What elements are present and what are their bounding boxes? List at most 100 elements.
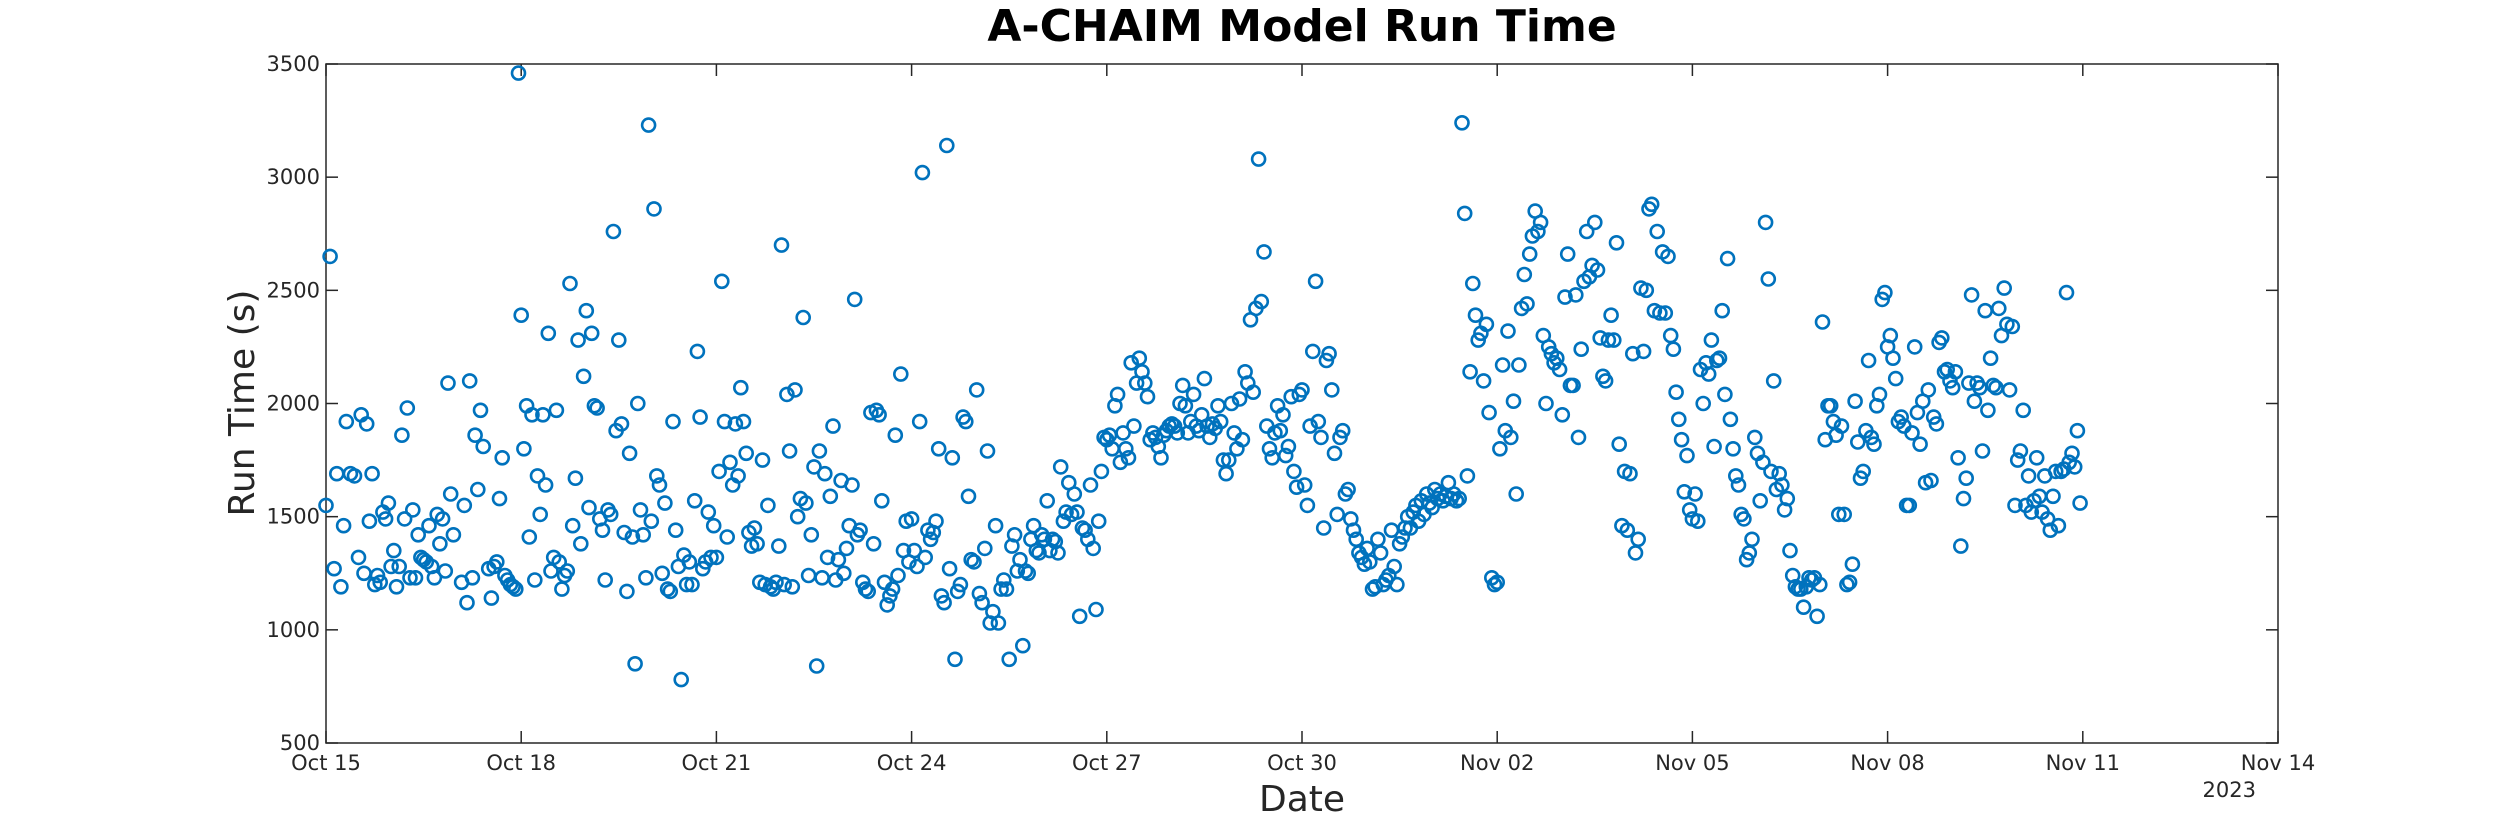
x-tick-label: Nov 11 [2046, 751, 2120, 775]
data-point [1765, 373, 1782, 389]
data-point [442, 486, 459, 502]
data-point [1234, 431, 1251, 448]
data-point [540, 325, 557, 342]
data-point [404, 502, 421, 518]
data-point [1679, 447, 1695, 464]
data-point [1088, 601, 1104, 618]
data-point [488, 554, 505, 570]
data-point [730, 468, 746, 484]
data-point [979, 443, 996, 459]
data-point [494, 449, 511, 466]
data-point [394, 427, 410, 444]
data-point [1709, 352, 1725, 369]
data-point [385, 542, 402, 559]
data-point [1340, 481, 1356, 498]
data-point [1703, 332, 1720, 348]
data-point [461, 373, 478, 389]
data-point [1996, 280, 2012, 296]
data-point [803, 526, 820, 543]
data-point [1662, 327, 1679, 344]
data-point [844, 477, 860, 493]
y-tick-label: 2500 [267, 278, 320, 302]
data-point [1250, 151, 1267, 167]
data-point [1090, 513, 1107, 530]
data-point [383, 558, 399, 575]
data-point [364, 465, 380, 482]
x-tick-label: Oct 30 [1267, 751, 1337, 775]
data-point [819, 549, 836, 566]
data-point [1782, 542, 1798, 559]
data-point [1985, 377, 2002, 394]
data-point [1386, 558, 1402, 575]
data-point [871, 406, 887, 423]
x-tick-label: Oct 27 [1072, 751, 1142, 775]
data-point [407, 569, 424, 586]
data-point [2045, 488, 2061, 505]
data-point [2058, 284, 2075, 301]
data-point [770, 538, 787, 554]
data-point [1657, 305, 1674, 321]
data-point [1191, 422, 1207, 439]
data-point [957, 413, 974, 430]
data-point [713, 273, 730, 290]
data-point [326, 560, 342, 577]
data-point [1801, 569, 1817, 586]
data-point [1245, 384, 1261, 401]
data-point [2020, 468, 2037, 484]
data-point [1551, 361, 1568, 378]
data-point [1310, 413, 1327, 430]
data-point [1511, 357, 1527, 373]
data-point [1126, 418, 1142, 434]
data-point [328, 465, 345, 482]
data-point [507, 581, 524, 597]
data-point [589, 400, 605, 416]
data-point [1747, 429, 1763, 446]
data-point [1223, 395, 1240, 412]
data-point [1625, 345, 1641, 362]
data-point [1288, 479, 1305, 496]
data-point [735, 413, 752, 430]
data-point [1367, 578, 1383, 595]
data-point [738, 445, 755, 462]
data-point [781, 443, 798, 459]
data-point [865, 535, 882, 552]
data-point [602, 506, 619, 523]
x-tick-label: Nov 05 [1655, 751, 1729, 775]
data-point [1486, 576, 1503, 593]
data-point [391, 558, 408, 575]
data-point [1725, 440, 1741, 457]
data-point [1275, 406, 1291, 423]
data-point [800, 567, 817, 584]
data-point [963, 551, 980, 568]
data-point [1953, 538, 1969, 554]
data-point [1668, 384, 1684, 401]
data-point [1757, 214, 1774, 231]
data-point [2069, 422, 2086, 439]
data-point [2066, 459, 2083, 475]
data-point [570, 332, 586, 348]
data-point [890, 567, 906, 584]
data-point [906, 542, 923, 559]
data-point [646, 201, 662, 217]
data-point [909, 558, 925, 575]
data-point [1635, 343, 1652, 360]
data-point [1231, 391, 1248, 407]
data-point [621, 445, 638, 462]
data-point [2012, 443, 2029, 459]
data-point [1321, 345, 1337, 362]
data-point [578, 302, 595, 319]
data-points [318, 65, 2088, 688]
data-point [2007, 497, 2023, 514]
data-point [1728, 468, 1744, 484]
data-point [1494, 357, 1511, 373]
data-point [1977, 302, 1993, 319]
data-point [586, 397, 603, 414]
data-point [971, 585, 988, 602]
data-point [665, 413, 681, 430]
data-point [1071, 608, 1088, 625]
data-point [410, 526, 427, 543]
data-point [1627, 545, 1644, 561]
data-point [1177, 397, 1194, 414]
data-point [1944, 379, 1961, 396]
data-point [1565, 377, 1581, 394]
